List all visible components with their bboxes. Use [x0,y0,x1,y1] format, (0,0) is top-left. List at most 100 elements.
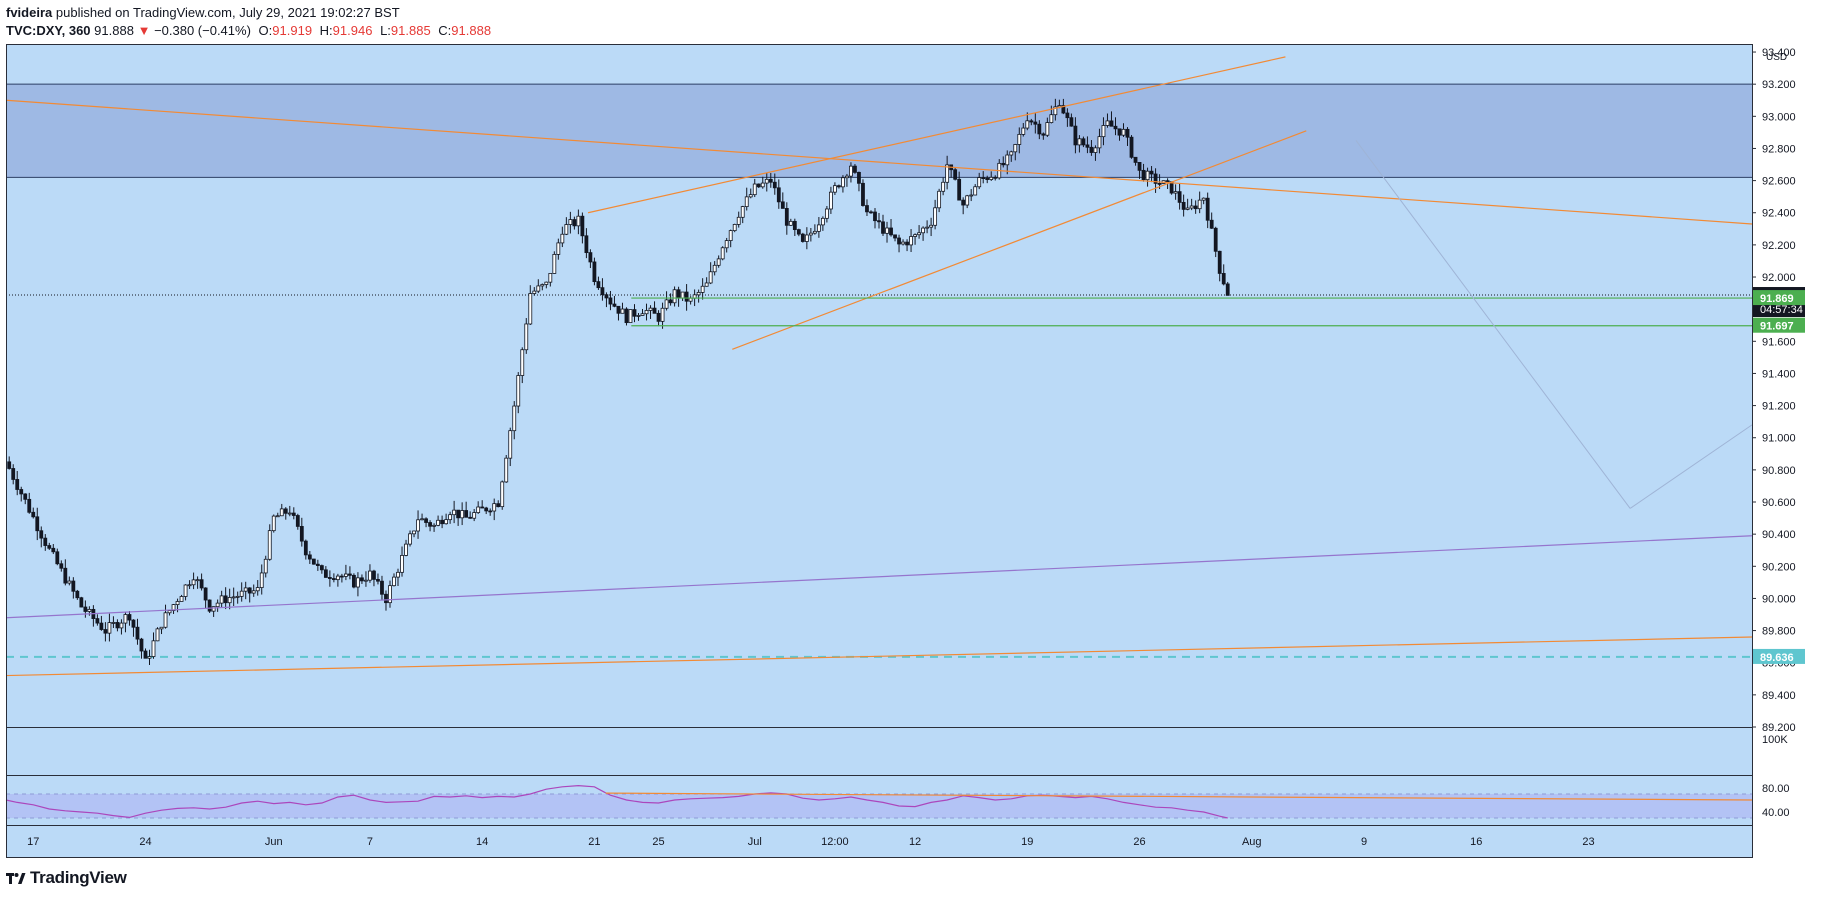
y-tick-label: 91.400 [1762,368,1796,380]
candle-down [1109,120,1114,127]
candle-down [95,618,100,624]
candle-down [291,512,296,516]
candle-up [913,234,917,237]
candle-up [420,518,424,521]
low-label: L: [380,23,391,38]
candle-up [123,614,128,624]
candle-up [764,178,769,184]
y-tick-label: 91.000 [1762,433,1796,445]
candle-up [716,258,721,266]
candle-down [756,183,761,188]
x-tick-label: 21 [588,836,600,848]
candle-up [1045,122,1050,136]
candle-down [580,215,585,237]
x-tick-label: Aug [1242,836,1262,848]
author-name[interactable]: fvideira [6,5,53,20]
candle-down [784,208,789,226]
candle-down [592,261,597,283]
x-tick-label: 9 [1361,836,1367,848]
candle-up [516,375,521,407]
candle-down [993,176,998,179]
publish-line: fvideira published on TradingView.com, J… [6,4,1806,22]
candle-down [360,577,364,582]
candle-up [560,233,565,244]
price-label: 91.869 [1753,290,1805,306]
candle-down [464,510,469,518]
candle-down [319,565,324,571]
candle-up [965,195,970,206]
candle-up [820,217,825,226]
candle-down [1113,125,1118,130]
candle-up [648,307,653,311]
candle-up [1053,106,1058,116]
candle-up [841,177,845,188]
candle-down [307,554,312,560]
price-axis-bg [1753,44,1806,858]
candle-down [1153,173,1158,184]
brand-name[interactable]: TradingView [30,868,127,887]
candle-up [660,307,665,322]
candle-down [1089,146,1094,153]
candle-down [772,181,777,189]
candle-down [881,221,885,234]
candle-up [404,543,408,556]
x-tick-label: 24 [139,836,151,848]
ohlc-legend: TVC:DXY, 360 91.888 ▼ −0.380 (−0.41%) O:… [6,22,1806,40]
candle-up [945,164,950,183]
candle-down [604,294,609,299]
candle-down [131,619,136,628]
candle-up [1101,125,1106,138]
candle-down [961,199,966,206]
candle-up [812,230,817,234]
candle-down [897,237,901,245]
candle-down [127,614,132,621]
x-tick-label: 23 [1582,836,1594,848]
candle-down [428,522,432,527]
candle-up [736,216,741,225]
candle-down [103,629,108,634]
candle-down [31,511,36,518]
candle-down [1001,162,1006,166]
candle-down [59,563,64,569]
candle-down [889,227,893,236]
candle-down [384,593,388,604]
candle-up [452,509,457,516]
candle-up [552,254,557,274]
candle-down [612,303,617,307]
candle-up [191,579,196,586]
candle-down [23,493,28,500]
y-tick-label: 93.400 [1762,47,1796,59]
faint-trendline [1629,424,1753,509]
candle-up [356,577,360,588]
candle-down [440,519,444,525]
candle-up [901,241,905,245]
candle-down [1213,227,1218,252]
candle-down [199,579,204,589]
candle-up [1185,207,1190,210]
candle-up [259,572,264,588]
candle-down [953,169,958,180]
candle-up [243,587,248,592]
symbol-label[interactable]: TVC:DXY, 360 [6,23,91,38]
candle-up [1145,170,1150,181]
x-tick-label: Jun [265,836,283,848]
candle-down [1129,136,1134,158]
candle-down [861,182,865,206]
y-tick-label: 93.000 [1762,111,1796,123]
publish-info: published on TradingView.com, July 29, 2… [55,5,400,20]
candle-down [600,287,605,296]
candle-down [283,508,288,514]
candle-up [179,596,184,602]
price-label-text: 91.869 [1760,293,1794,305]
candle-down [873,211,877,222]
candle-down [572,219,577,227]
x-tick-label: 26 [1133,836,1145,848]
price-label-bg [1753,648,1805,664]
candle-down [327,577,332,579]
candle-down [376,578,380,582]
candle-up [211,606,216,612]
candle-up [1049,114,1054,123]
price-label: 89.636 [1753,648,1805,664]
candle-down [331,578,336,581]
